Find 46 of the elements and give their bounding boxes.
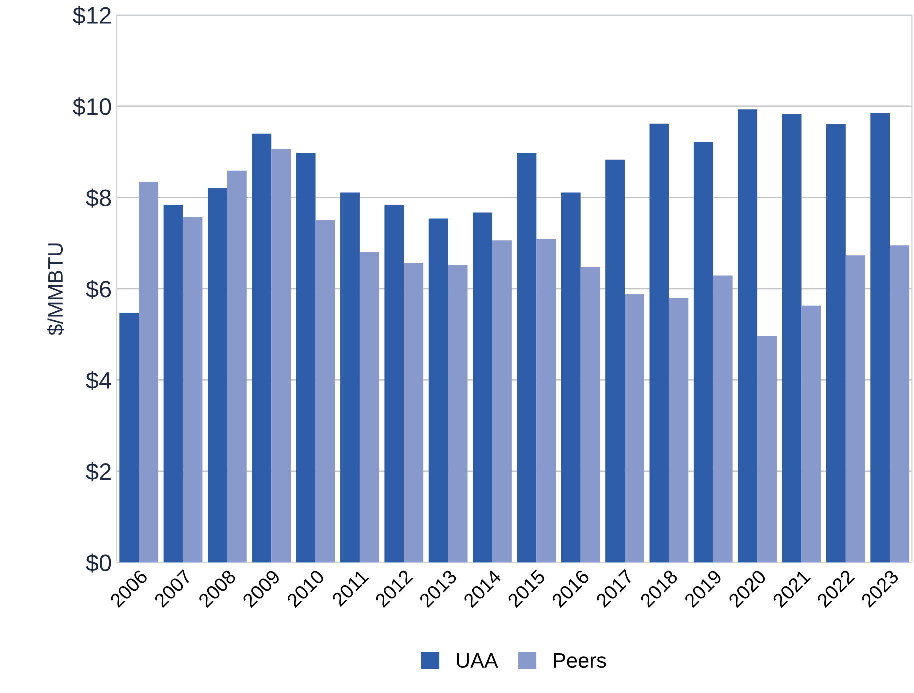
bar xyxy=(650,124,670,563)
bar xyxy=(713,276,733,563)
bar xyxy=(517,153,537,563)
bar xyxy=(669,298,689,563)
bar xyxy=(208,188,228,563)
bar xyxy=(536,239,556,563)
bar xyxy=(448,265,468,563)
bar xyxy=(139,182,159,563)
bar xyxy=(492,240,512,563)
y-tick-label: $8 xyxy=(86,188,112,208)
bar xyxy=(360,252,380,563)
y-tick-label: $10 xyxy=(72,98,112,117)
bar xyxy=(758,336,777,563)
y-tick-label: $12 xyxy=(72,6,111,26)
bar xyxy=(782,114,802,563)
bar xyxy=(625,294,644,563)
bar xyxy=(384,205,404,563)
bar xyxy=(846,256,866,563)
legend-label: Peers xyxy=(554,654,606,668)
bar xyxy=(802,306,822,563)
bar xyxy=(606,160,626,563)
bar xyxy=(473,212,492,563)
y-tick-label: $6 xyxy=(86,280,112,300)
y-tick-label: $2 xyxy=(86,462,111,482)
bar xyxy=(227,170,247,563)
bar xyxy=(340,192,360,563)
bar xyxy=(296,153,316,563)
bar xyxy=(183,217,203,563)
y-tick-label: $4 xyxy=(86,371,112,390)
bar xyxy=(561,192,581,563)
bar xyxy=(694,142,714,563)
bar xyxy=(428,218,448,563)
bar xyxy=(272,149,292,563)
bar xyxy=(120,313,140,563)
bar xyxy=(252,134,272,563)
legend-label: UAA xyxy=(457,654,498,668)
y-tick-label: $0 xyxy=(86,554,112,573)
bar xyxy=(738,110,758,563)
bar xyxy=(316,220,336,563)
bar xyxy=(164,205,184,563)
bar xyxy=(404,263,424,563)
bar xyxy=(826,124,846,563)
bar xyxy=(870,113,890,563)
bar xyxy=(890,246,910,563)
bar xyxy=(580,268,600,563)
y-axis-title: $/MMBTU xyxy=(47,244,64,336)
